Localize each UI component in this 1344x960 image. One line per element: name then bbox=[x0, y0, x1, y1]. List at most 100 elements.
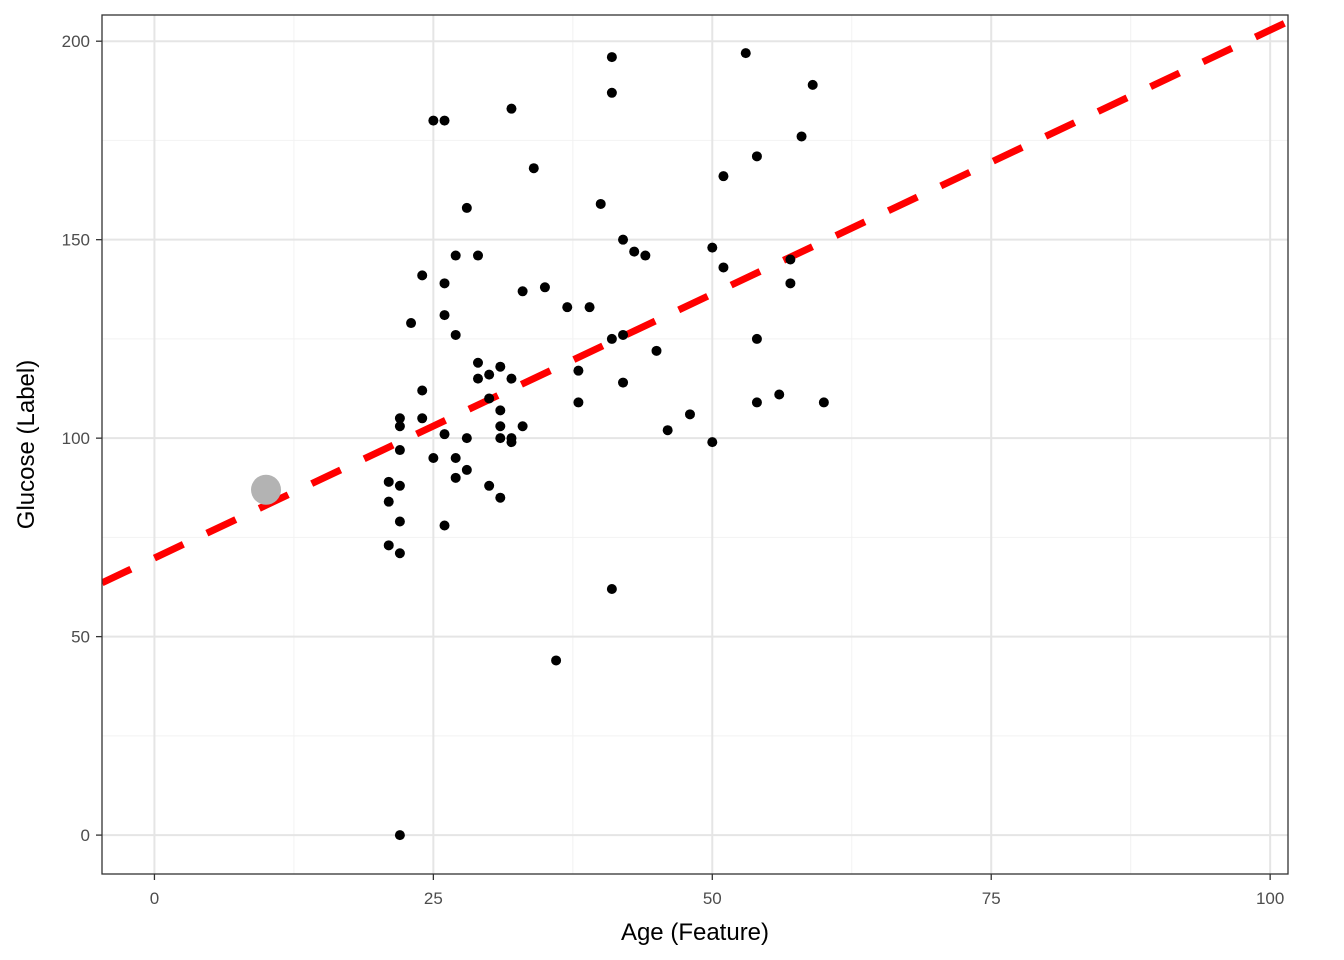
scatter-point bbox=[417, 385, 428, 396]
scatter-point bbox=[551, 655, 562, 666]
scatter-point bbox=[472, 250, 483, 261]
scatter-point bbox=[495, 421, 506, 432]
fit-line-group bbox=[102, 18, 1288, 587]
x-tick-label: 25 bbox=[424, 889, 443, 908]
scatter-point bbox=[774, 389, 785, 400]
scatter-point bbox=[394, 445, 405, 456]
x-axis-title: Age (Feature) bbox=[621, 919, 769, 946]
scatter-point bbox=[573, 365, 584, 376]
y-axis-ticks: 0 50 100 150 200 bbox=[62, 32, 102, 845]
scatter-point bbox=[662, 425, 673, 436]
minor-gridlines bbox=[102, 15, 1288, 874]
x-tick-label: 0 bbox=[150, 889, 159, 908]
scatter-point bbox=[484, 393, 495, 404]
scatter-point bbox=[439, 278, 450, 289]
y-tick-label: 0 bbox=[81, 826, 90, 845]
scatter-point bbox=[383, 496, 394, 507]
scatter-point bbox=[472, 373, 483, 384]
scatter-point bbox=[718, 262, 729, 273]
scatter-point bbox=[394, 830, 405, 841]
scatter-point bbox=[450, 250, 461, 261]
panel-border bbox=[101, 14, 1289, 875]
scatter-point bbox=[539, 282, 550, 293]
y-tick-label: 100 bbox=[62, 429, 90, 448]
scatter-point bbox=[506, 373, 517, 384]
scatter-point bbox=[394, 421, 405, 432]
scatter-point bbox=[394, 413, 405, 424]
highlight-group bbox=[251, 474, 282, 505]
scatter-point bbox=[484, 480, 495, 491]
scatter-point bbox=[606, 333, 617, 344]
scatter-point bbox=[506, 437, 517, 448]
scatter-point bbox=[751, 333, 762, 344]
scatter-point bbox=[818, 397, 829, 408]
scatter-point bbox=[495, 433, 506, 444]
scatter-point bbox=[517, 421, 528, 432]
scatter-point bbox=[618, 329, 629, 340]
scatter-point bbox=[807, 79, 818, 90]
scatter-point bbox=[785, 278, 796, 289]
scatter-point bbox=[606, 87, 617, 98]
highlighted-point bbox=[251, 474, 282, 505]
y-tick-label: 150 bbox=[62, 231, 90, 250]
scatter-point bbox=[450, 329, 461, 340]
scatter-point bbox=[562, 302, 573, 313]
scatter-point bbox=[495, 492, 506, 503]
scatter-point bbox=[606, 52, 617, 63]
y-tick-label: 50 bbox=[71, 628, 90, 647]
scatter-point bbox=[584, 302, 595, 313]
scatter-point bbox=[606, 583, 617, 594]
scatter-point bbox=[450, 452, 461, 463]
scatter-point bbox=[618, 377, 629, 388]
scatter-point bbox=[461, 202, 472, 213]
scatter-point bbox=[751, 151, 762, 162]
scatter-point bbox=[417, 413, 428, 424]
y-axis-title: Glucose (Label) bbox=[13, 360, 40, 529]
scatter-point bbox=[461, 433, 472, 444]
scatter-point bbox=[406, 318, 417, 329]
scatter-point bbox=[651, 345, 662, 356]
scatter-point bbox=[450, 472, 461, 483]
x-tick-label: 50 bbox=[703, 889, 722, 908]
scatter-point bbox=[740, 48, 751, 59]
y-tick-label: 200 bbox=[62, 32, 90, 51]
scatter-point bbox=[796, 131, 807, 142]
scatter-point bbox=[439, 520, 450, 531]
x-tick-label: 75 bbox=[982, 889, 1001, 908]
regression-line bbox=[102, 18, 1288, 587]
scatter-point bbox=[461, 464, 472, 475]
scatter-point bbox=[517, 286, 528, 297]
scatter-point bbox=[751, 397, 762, 408]
x-tick-label: 100 bbox=[1256, 889, 1284, 908]
scatter-point bbox=[394, 548, 405, 559]
scatter-point bbox=[618, 234, 629, 245]
scatter-point bbox=[417, 270, 428, 281]
scatter-point bbox=[707, 437, 718, 448]
scatter-point bbox=[439, 429, 450, 440]
scatter-point bbox=[573, 397, 584, 408]
scatter-point bbox=[439, 310, 450, 321]
scatter-point bbox=[383, 476, 394, 487]
scatter-point bbox=[629, 246, 640, 257]
scatter-point bbox=[484, 369, 495, 380]
scatter-point bbox=[506, 103, 517, 114]
scatter-point bbox=[718, 171, 729, 182]
scatter-point bbox=[528, 163, 539, 174]
scatter-point bbox=[595, 198, 606, 209]
scatter-point bbox=[707, 242, 718, 253]
scatter-point bbox=[428, 115, 439, 126]
scatter-point bbox=[394, 516, 405, 527]
scatter-point bbox=[495, 361, 506, 372]
scatter-point bbox=[439, 115, 450, 126]
scatter-point bbox=[472, 357, 483, 368]
scatter-point bbox=[394, 480, 405, 491]
scatter-point bbox=[785, 254, 796, 265]
x-axis-ticks: 0 25 50 75 100 bbox=[150, 874, 1284, 908]
scatter-point bbox=[383, 540, 394, 551]
major-gridlines bbox=[102, 15, 1288, 874]
scatter-point bbox=[640, 250, 651, 261]
scatter-point bbox=[495, 405, 506, 416]
